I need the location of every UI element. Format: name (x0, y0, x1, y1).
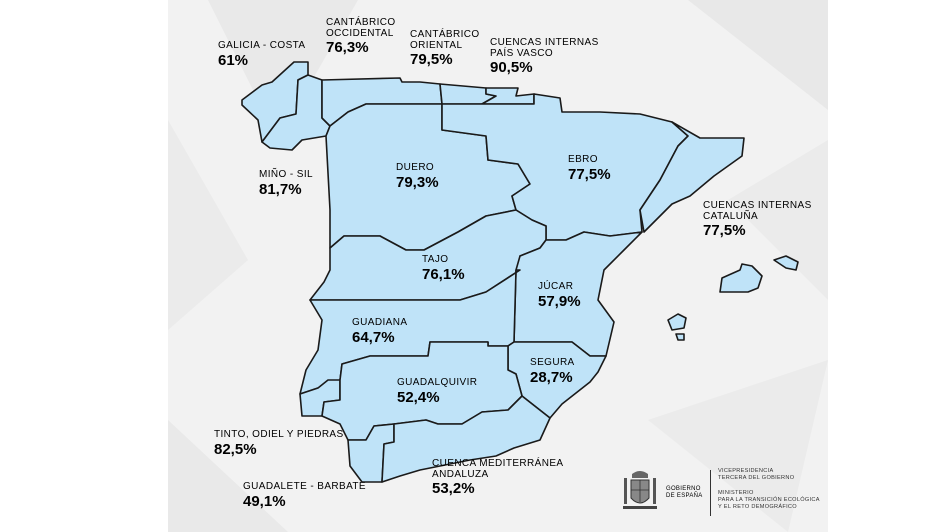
label-cantabrico-oriental: CANTÁBRICO ORIENTAL 79,5% (410, 29, 480, 68)
label-tajo: TAJO 76,1% (422, 254, 465, 283)
island-menorca (773, 255, 799, 271)
label-guadalete-barbate: GUADALETE - BARBATE 49,1% (243, 481, 366, 510)
label-ebro: EBRO 77,5% (568, 154, 611, 183)
label-tinto-odiel-piedras: TINTO, ODIEL Y PIEDRAS 82,5% (214, 429, 344, 458)
label-guadiana: GUADIANA 64,7% (352, 317, 408, 346)
label-cataluna: CUENCAS INTERNAS CATALUÑA 77,5% (703, 200, 812, 239)
island-ibiza (667, 313, 687, 331)
label-jucar: JÚCAR 57,9% (538, 281, 581, 310)
basin-cataluna (639, 121, 745, 233)
island-mallorca (719, 263, 763, 293)
label-mino-sil: MIÑO - SIL 81,7% (259, 169, 314, 198)
label-galicia-costa: GALICIA - COSTA 61% (218, 40, 306, 69)
government-of-spain-label: GOBIERNO DE ESPAÑA (666, 486, 703, 500)
island-formentera (675, 333, 685, 341)
label-duero: DUERO 79,3% (396, 162, 439, 191)
coat-of-arms-icon (623, 471, 657, 509)
label-mediterranea-andaluza: CUENCA MEDITERRÁNEA ANDALUZA 53,2% (432, 458, 564, 497)
label-segura: SEGURA 28,7% (530, 357, 575, 386)
label-pais-vasco: CUENCAS INTERNAS PAÍS VASCO 90,5% (490, 37, 599, 76)
label-guadalquivir: GUADALQUIVIR 52,4% (397, 377, 478, 406)
label-cantabrico-occidental: CANTÁBRICO OCCIDENTAL 76,3% (326, 17, 396, 56)
basin-jucar (513, 231, 643, 357)
basin-mediterranea-andaluza (381, 395, 551, 483)
footer-divider (710, 470, 711, 516)
background-pattern (168, 0, 828, 532)
ministry-label: VICEPRESIDENCIA TERCERA DEL GOBIERNO MIN… (718, 468, 820, 511)
government-footer: GOBIERNO DE ESPAÑA VICEPRESIDENCIA TERCE… (622, 468, 842, 518)
